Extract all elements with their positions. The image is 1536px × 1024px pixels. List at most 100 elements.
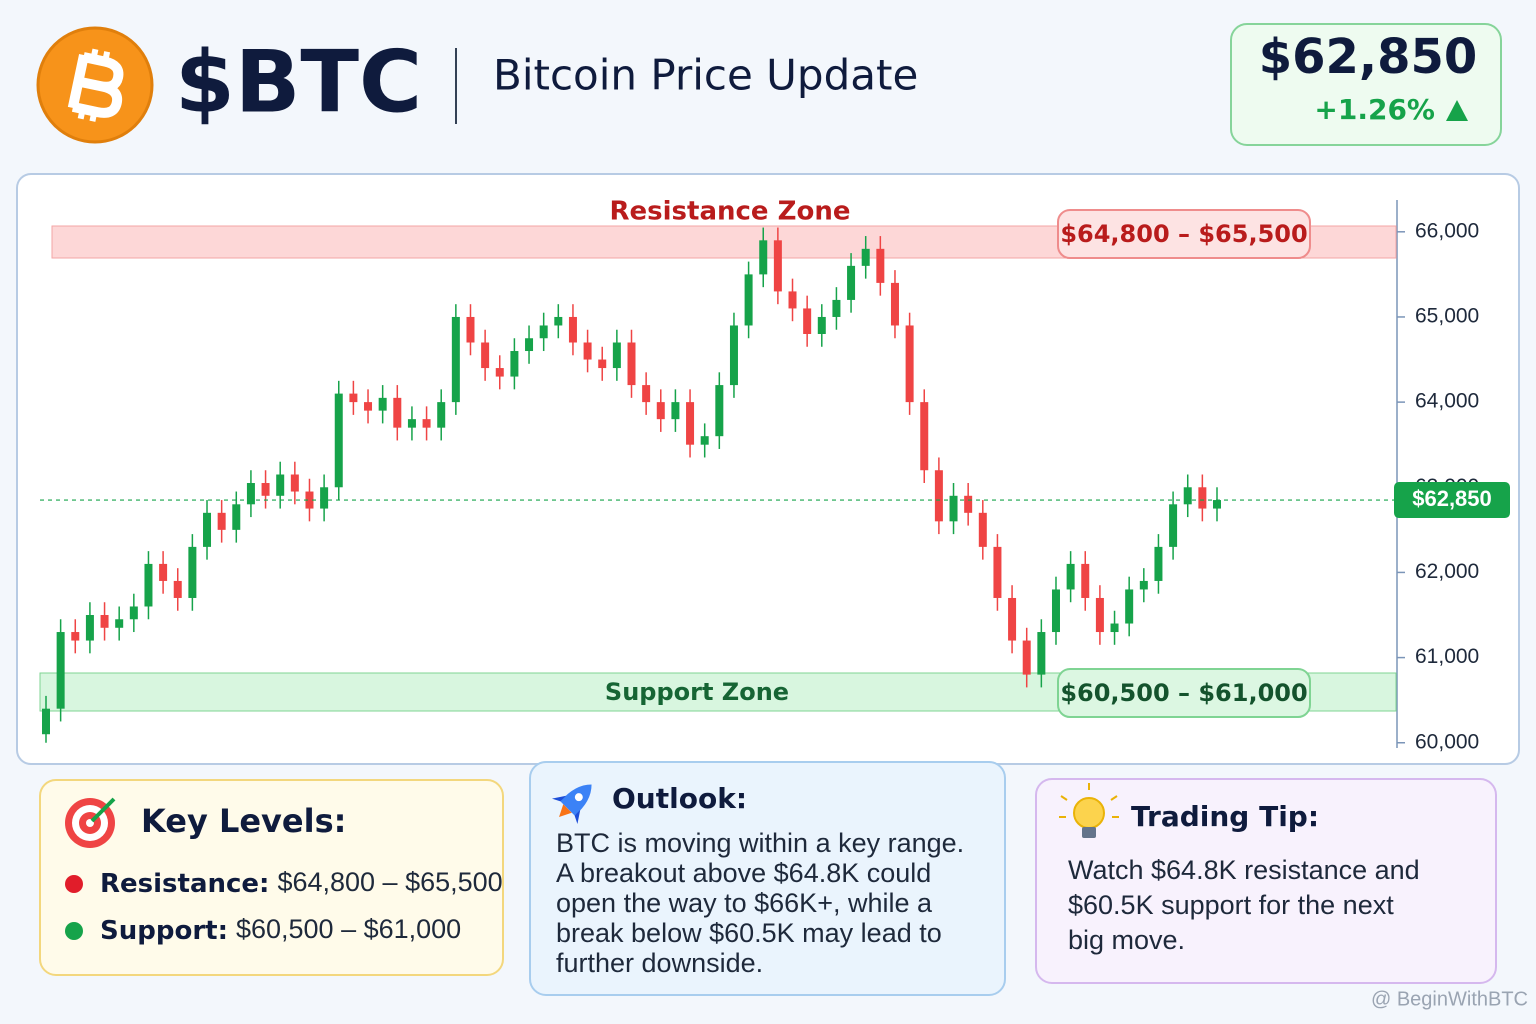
- candle-body: [42, 708, 50, 735]
- resistance-label: Resistance Zone: [610, 197, 851, 227]
- outlook-line: open the way to $66K+, while a: [556, 888, 933, 918]
- outlook-line: further downside.: [556, 948, 763, 978]
- candle-body: [729, 325, 738, 386]
- candle-body: [993, 546, 1002, 598]
- up-arrow: [1446, 100, 1468, 121]
- price: $62,850: [1259, 29, 1478, 85]
- resistance-level-value: $64,800 – $65,500: [277, 867, 502, 897]
- candle-body: [744, 274, 753, 326]
- candle-body: [349, 393, 358, 403]
- price-box: [1230, 23, 1502, 146]
- candle-body: [364, 402, 373, 411]
- candle-body: [159, 563, 168, 581]
- candle-body: [129, 606, 138, 620]
- candle-body: [978, 512, 987, 547]
- candle-body: [290, 474, 299, 492]
- candle-body: [1008, 597, 1017, 641]
- candle-body: [715, 385, 724, 437]
- resistance-level: Resistance: $64,800 – $65,500: [100, 867, 503, 898]
- candle-body: [407, 419, 416, 428]
- candle-body: [612, 342, 621, 369]
- tip-card: [1035, 778, 1497, 984]
- candle-body: [671, 402, 680, 420]
- candle-body: [232, 504, 241, 530]
- candle-body: [656, 402, 665, 420]
- candle-body: [56, 632, 65, 709]
- candle-body: [173, 580, 182, 598]
- tip-line: big move.: [1068, 925, 1185, 955]
- current-price-tag: [1394, 482, 1510, 519]
- candle-body: [759, 240, 768, 275]
- candle-body: [554, 316, 563, 326]
- candle-body: [71, 632, 80, 641]
- outlook-text: BTC is moving within a key range.A break…: [556, 828, 964, 978]
- candle-body: [861, 248, 870, 266]
- candle-body: [85, 615, 94, 641]
- candle-body: [890, 282, 899, 326]
- candle-body: [773, 240, 782, 292]
- resistance-level-label: Resistance:: [100, 869, 269, 899]
- candle-body: [188, 546, 197, 598]
- tip-line: $60.5K support for the next: [1068, 890, 1394, 920]
- tip-title: Trading Tip:: [1131, 800, 1319, 833]
- candle-body: [305, 491, 314, 509]
- bulb-icon: [1059, 783, 1119, 838]
- ticker: $BTC: [175, 32, 422, 132]
- candle-body: [598, 359, 607, 369]
- support-dot: [65, 922, 83, 940]
- candle-body: [686, 402, 695, 445]
- candle-body: [1183, 487, 1192, 505]
- resistance-pill: [1057, 209, 1311, 259]
- candle-body: [144, 563, 153, 607]
- candle-body: [1198, 487, 1207, 509]
- outlook-title: Outlook:: [612, 782, 747, 815]
- support-level-value: $60,500 – $61,000: [236, 914, 461, 944]
- outlook-card: [529, 761, 1006, 996]
- candle-body: [276, 474, 285, 496]
- candle-body: [334, 393, 343, 488]
- candle-body: [920, 402, 929, 471]
- candle-body: [1051, 589, 1060, 633]
- resistance-range: $64,800 – $65,500: [1060, 220, 1307, 248]
- plot-group: [42, 227, 1221, 743]
- candle-body: [525, 338, 534, 352]
- candle-body: [627, 342, 636, 386]
- candle-body: [949, 495, 958, 522]
- y-tick-label: 61,000: [1415, 645, 1479, 668]
- candle-body: [1081, 563, 1090, 598]
- candle-body: [1213, 500, 1221, 509]
- candle-body: [788, 291, 797, 309]
- y-tick-label: 64,000: [1415, 390, 1479, 413]
- candle-body: [1066, 563, 1075, 590]
- support-pill: [1057, 668, 1311, 718]
- candle-body: [876, 248, 885, 283]
- outlook-line: BTC is moving within a key range.: [556, 828, 964, 858]
- axis-group: 60,00061,00062,00063,00064,00065,00066,0…: [1397, 219, 1479, 753]
- candle-body: [934, 470, 943, 522]
- candle-body: [1169, 504, 1178, 547]
- key-levels-title: Key Levels:: [141, 802, 346, 840]
- candle-body: [583, 342, 592, 360]
- tip-line: Watch $64.8K resistance and: [1068, 855, 1420, 885]
- candle-body: [1095, 597, 1104, 633]
- candle-body: [378, 397, 387, 411]
- support-range: $60,500 – $61,000: [1060, 679, 1307, 707]
- support-level-label: Support:: [100, 916, 228, 946]
- outlook-line: break below $60.5K may lead to: [556, 918, 942, 948]
- overlay-group: $62,850: [40, 482, 1510, 519]
- candle-body: [1154, 546, 1163, 581]
- candle-body: [115, 619, 124, 628]
- tip-text: Watch $64.8K resistance and $60.5K suppor…: [1068, 855, 1420, 955]
- candle-body: [642, 385, 651, 403]
- price-change: +1.26%: [1314, 93, 1435, 126]
- candle-body: [261, 483, 270, 496]
- candle-body: [320, 487, 329, 509]
- rocket-icon: [551, 784, 592, 825]
- candle-body: [905, 325, 914, 403]
- resistance-dot: [65, 875, 83, 893]
- candle-body: [1022, 640, 1031, 675]
- support-label: Support Zone: [605, 678, 789, 706]
- outlook-line: A breakout above $64.8K could: [556, 858, 931, 888]
